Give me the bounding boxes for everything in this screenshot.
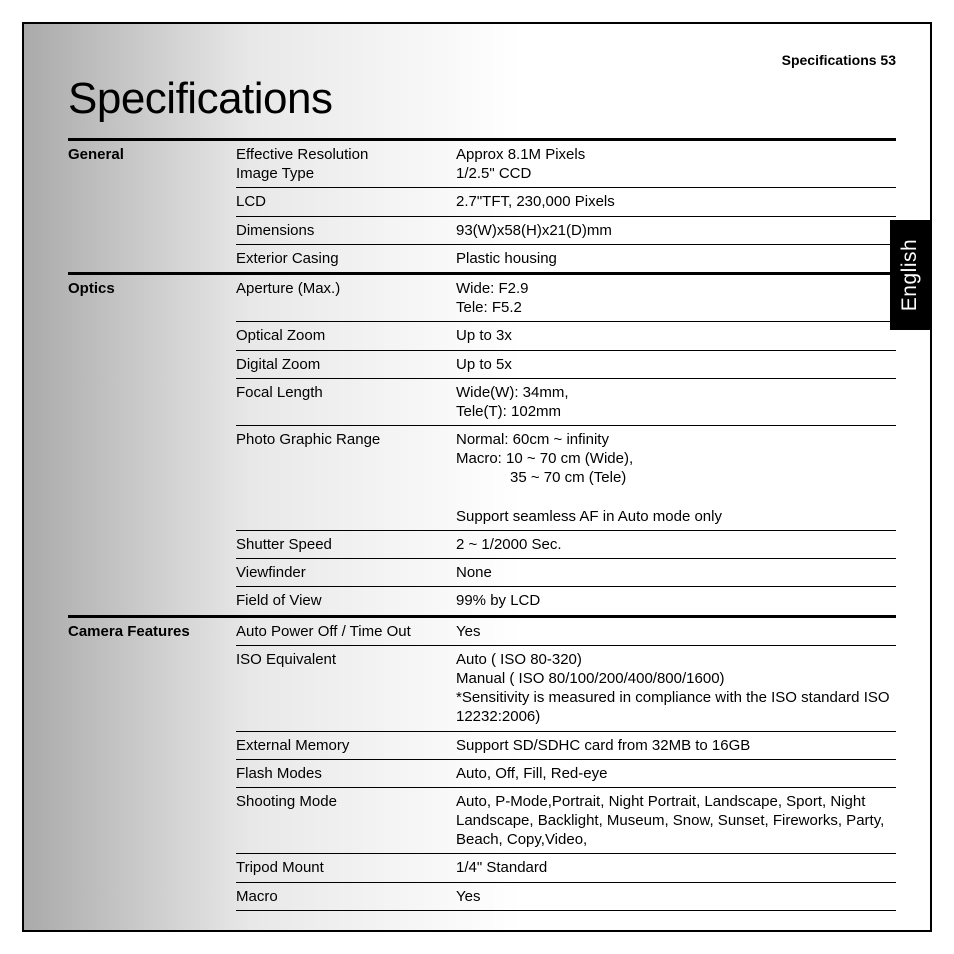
spec-label: LCD (236, 188, 456, 216)
spec-value: Plastic housing (456, 244, 896, 273)
spec-value: Yes (456, 882, 896, 910)
spec-value: Normal: 60cm ~ infinityMacro: 10 ~ 70 cm… (456, 426, 896, 531)
spec-value: None (456, 559, 896, 587)
table-row: External MemorySupport SD/SDHC card from… (68, 731, 896, 759)
category-cell (68, 882, 236, 910)
category-cell (68, 244, 236, 273)
spec-label: Focal Length (236, 378, 456, 425)
table-row: Photo Graphic RangeNormal: 60cm ~ infini… (68, 426, 896, 531)
spec-value: Up to 3x (456, 322, 896, 350)
spec-value: Auto, P-Mode,Portrait, Night Portrait, L… (456, 787, 896, 854)
category-cell: Camera Features (68, 616, 236, 645)
category-cell (68, 787, 236, 854)
spec-value: 99% by LCD (456, 587, 896, 616)
spec-value: Wide: F2.9Tele: F5.2 (456, 273, 896, 321)
spec-label: Shooting Mode (236, 787, 456, 854)
table-row: LCD2.7"TFT, 230,000 Pixels (68, 188, 896, 216)
spec-value: Auto, Off, Fill, Red-eye (456, 759, 896, 787)
category-cell (68, 216, 236, 244)
spec-value: 2 ~ 1/2000 Sec. (456, 531, 896, 559)
table-row: Shooting ModeAuto, P-Mode,Portrait, Nigh… (68, 787, 896, 854)
table-bottom-border (68, 910, 896, 918)
table-row: Exterior CasingPlastic housing (68, 244, 896, 273)
spec-value: Wide(W): 34mm,Tele(T): 102mm (456, 378, 896, 425)
table-row: Digital ZoomUp to 5x (68, 350, 896, 378)
page-frame: Specifications 53 Specifications General… (22, 22, 932, 932)
spec-label: Dimensions (236, 216, 456, 244)
table-row: Shutter Speed2 ~ 1/2000 Sec. (68, 531, 896, 559)
category-cell: Optics (68, 273, 236, 321)
language-tab-label: English (898, 239, 922, 311)
spec-label: Viewfinder (236, 559, 456, 587)
spec-label: Optical Zoom (236, 322, 456, 350)
table-row: Field of View99% by LCD (68, 587, 896, 616)
table-row: Focal LengthWide(W): 34mm,Tele(T): 102mm (68, 378, 896, 425)
page-header: Specifications 53 (68, 52, 896, 68)
spec-label: Tripod Mount (236, 854, 456, 882)
spec-value: Auto ( ISO 80-320)Manual ( ISO 80/100/20… (456, 645, 896, 731)
spec-label: Flash Modes (236, 759, 456, 787)
category-cell (68, 188, 236, 216)
table-row: Optical ZoomUp to 3x (68, 322, 896, 350)
category-cell (68, 531, 236, 559)
spec-value: 2.7"TFT, 230,000 Pixels (456, 188, 896, 216)
spec-label: Field of View (236, 587, 456, 616)
spec-value: Approx 8.1M Pixels1/2.5" CCD (456, 140, 896, 188)
spec-label: Effective ResolutionImage Type (236, 140, 456, 188)
table-row: Flash ModesAuto, Off, Fill, Red-eye (68, 759, 896, 787)
spec-label: Macro (236, 882, 456, 910)
category-cell (68, 587, 236, 616)
category-cell (68, 759, 236, 787)
spec-label: Auto Power Off / Time Out (236, 616, 456, 645)
spec-value: Yes (456, 616, 896, 645)
spec-value: Up to 5x (456, 350, 896, 378)
category-cell: General (68, 140, 236, 188)
category-cell (68, 350, 236, 378)
category-cell (68, 559, 236, 587)
spec-value: Support SD/SDHC card from 32MB to 16GB (456, 731, 896, 759)
category-cell (68, 854, 236, 882)
page-title: Specifications (68, 74, 896, 124)
spec-table: GeneralEffective ResolutionImage TypeApp… (68, 138, 896, 918)
table-row: Tripod Mount1/4" Standard (68, 854, 896, 882)
spec-label: Aperture (Max.) (236, 273, 456, 321)
category-cell (68, 426, 236, 531)
spec-value: 1/4" Standard (456, 854, 896, 882)
table-row: Camera FeaturesAuto Power Off / Time Out… (68, 616, 896, 645)
spec-label: Photo Graphic Range (236, 426, 456, 531)
spec-label: Exterior Casing (236, 244, 456, 273)
spec-value: 93(W)x58(H)x21(D)mm (456, 216, 896, 244)
table-row: ViewfinderNone (68, 559, 896, 587)
table-row: OpticsAperture (Max.)Wide: F2.9Tele: F5.… (68, 273, 896, 321)
spec-label: External Memory (236, 731, 456, 759)
category-cell (68, 322, 236, 350)
table-row: ISO EquivalentAuto ( ISO 80-320)Manual (… (68, 645, 896, 731)
spec-label: ISO Equivalent (236, 645, 456, 731)
category-cell (68, 645, 236, 731)
table-row: MacroYes (68, 882, 896, 910)
category-cell (68, 378, 236, 425)
spec-label: Shutter Speed (236, 531, 456, 559)
language-tab: English (890, 220, 930, 330)
category-cell (68, 731, 236, 759)
table-row: GeneralEffective ResolutionImage TypeApp… (68, 140, 896, 188)
table-row: Dimensions93(W)x58(H)x21(D)mm (68, 216, 896, 244)
spec-label: Digital Zoom (236, 350, 456, 378)
